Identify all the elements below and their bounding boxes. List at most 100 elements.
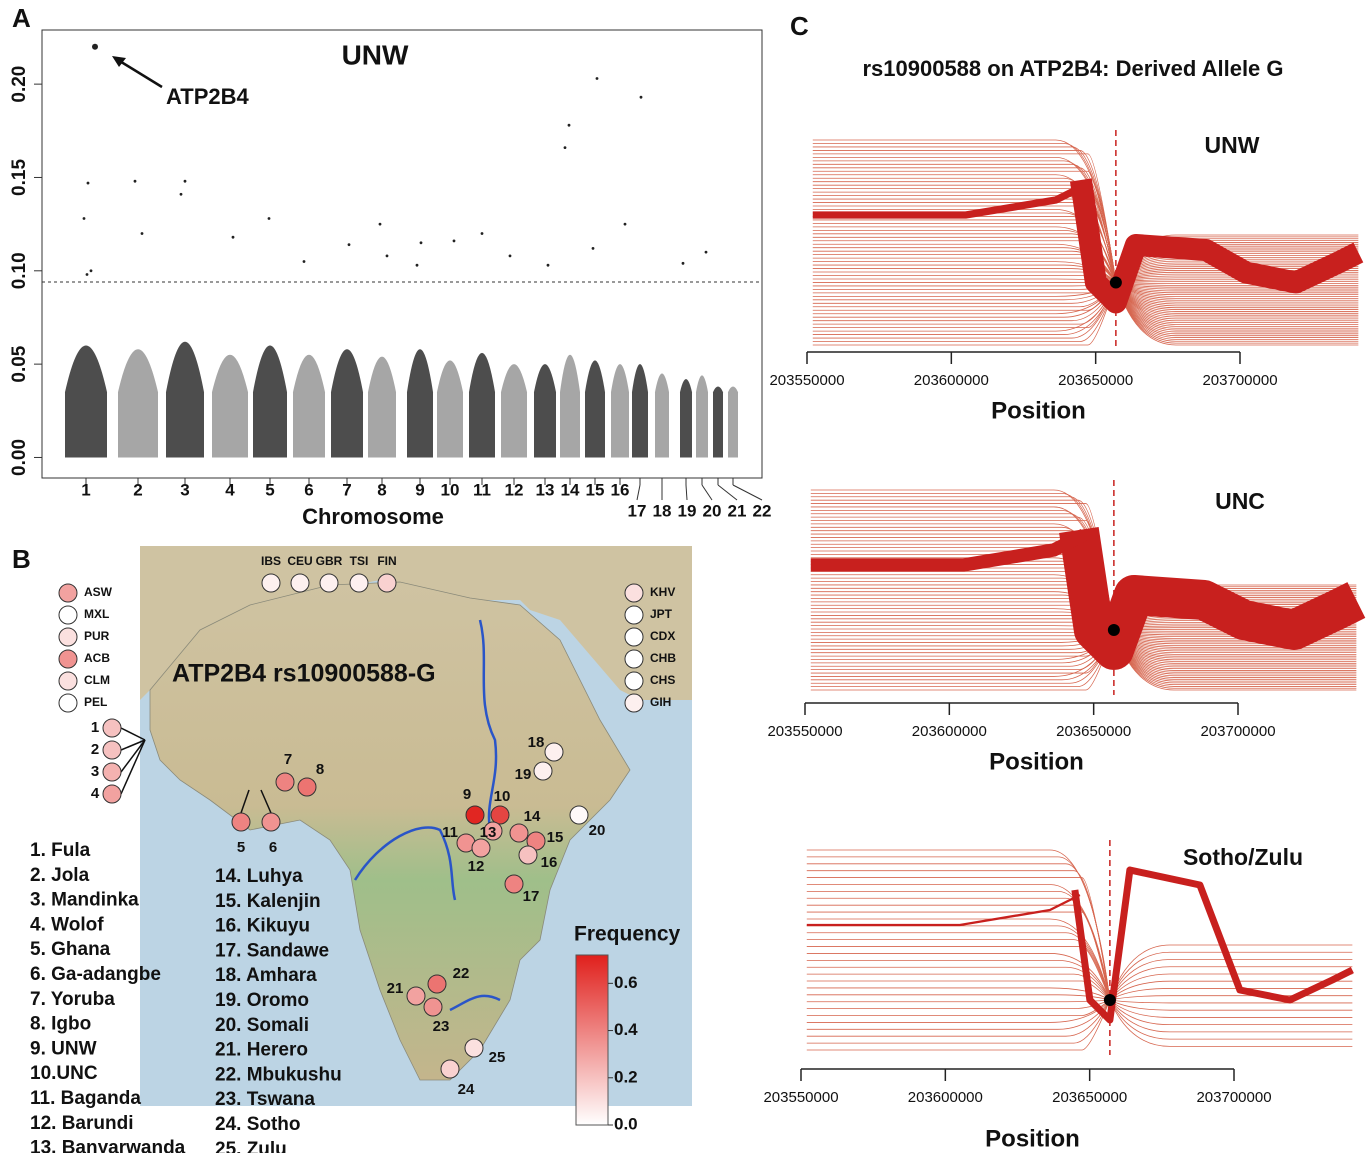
peak-point — [86, 273, 89, 276]
reference-marker — [59, 606, 77, 624]
x-tick-leader — [702, 485, 712, 500]
marker-label: 17 — [523, 888, 540, 905]
population-marker — [276, 773, 294, 791]
y-tick-label: 0.10 — [9, 252, 30, 289]
snp-dot — [1104, 994, 1116, 1006]
x-tick-label: 4 — [225, 480, 235, 499]
x-tick-label: 203550000 — [769, 372, 844, 389]
legend-item: 16. Kikuyu — [215, 916, 310, 937]
reference-label: CHS — [650, 673, 675, 687]
peak-point — [568, 124, 571, 127]
x-tick-label: 203600000 — [908, 1089, 983, 1106]
haplotype-line — [813, 283, 1116, 286]
reference-label: FIN — [377, 554, 396, 568]
population-marker — [534, 762, 552, 780]
x-tick-label: 203650000 — [1056, 723, 1131, 740]
haplotype-line — [807, 960, 1110, 1000]
haplotype-line — [807, 1000, 1110, 1050]
reference-label: KHV — [650, 585, 675, 599]
x-tick-label: 12 — [505, 480, 524, 499]
marker-label: 15 — [547, 829, 564, 846]
marker-label: 2 — [91, 741, 99, 758]
chromosome-bulk — [728, 387, 738, 458]
x-tick-label: 203550000 — [763, 1089, 838, 1106]
peak-point — [180, 193, 183, 196]
x-tick-label: 203650000 — [1052, 1089, 1127, 1106]
x-tick-label: 203650000 — [1058, 372, 1133, 389]
x-tick-leader — [637, 485, 640, 500]
marker-label: 23 — [433, 1018, 450, 1035]
chromosome-bulk — [713, 387, 723, 458]
reference-label: CDX — [650, 629, 675, 643]
chromosome-bulk — [212, 355, 248, 458]
legend-item: 12. Barundi — [30, 1113, 133, 1134]
chromosome-bulk — [407, 349, 433, 457]
reference-marker — [625, 606, 643, 624]
marker-label: 25 — [489, 1049, 506, 1066]
reference-marker — [320, 574, 338, 592]
marker-label: 4 — [91, 785, 100, 802]
haplotype-line — [811, 630, 1114, 649]
plot-title: UNW — [342, 39, 409, 70]
marker-label: 11 — [442, 824, 458, 841]
haplotype-line — [811, 630, 1114, 632]
reference-label: TSI — [350, 554, 369, 568]
x-tick-label: 7 — [342, 480, 351, 499]
haplotype-line — [811, 630, 1114, 683]
reference-marker — [59, 694, 77, 712]
haplotype-line — [813, 223, 1116, 282]
marker-label: 10 — [494, 788, 511, 805]
legend-item: 19. Oromo — [215, 990, 309, 1011]
colorbar — [576, 955, 608, 1125]
reference-label: ACB — [84, 651, 110, 665]
legend-item: 11. Baganda — [30, 1088, 141, 1109]
haplotype-line — [813, 283, 1116, 342]
colorbar-tick-label: 0.2 — [614, 1067, 638, 1086]
haplotype-line — [807, 857, 1110, 1000]
reference-label: GBR — [316, 554, 343, 568]
annotation: ATP2B4 — [166, 84, 249, 109]
haplotype-line — [811, 630, 1114, 639]
haplotype-line — [813, 272, 1116, 282]
legend-item: 3. Mandinka — [30, 890, 139, 911]
x-tick-label: 203700000 — [1196, 1089, 1271, 1106]
population-marker — [466, 806, 484, 824]
chromosome-bulk — [253, 345, 287, 457]
haplotype-line — [1110, 1000, 1352, 1039]
reference-marker — [625, 650, 643, 668]
x-tick-label: 203550000 — [767, 723, 842, 740]
plot-label: UNW — [1205, 132, 1260, 158]
haplotype-line — [807, 947, 1110, 1000]
population-marker — [465, 1039, 483, 1057]
haplotype-line — [1110, 1000, 1352, 1025]
x-tick-label: 11 — [473, 480, 491, 499]
haplotype-line — [811, 615, 1114, 630]
legend-item: 15. Kalenjin — [215, 891, 321, 912]
x-tick-leader — [718, 485, 737, 500]
population-marker — [491, 806, 509, 824]
x-tick-label: 203600000 — [912, 723, 987, 740]
peak-point — [453, 240, 456, 243]
haplotype-line — [813, 230, 1116, 282]
population-marker — [103, 741, 121, 759]
x-tick-label: 17 — [628, 501, 647, 520]
haplotype-line — [813, 216, 1116, 282]
peak-point — [596, 77, 599, 80]
population-marker — [298, 778, 316, 796]
chromosome-bulk — [696, 375, 708, 457]
peak-point — [92, 44, 98, 50]
legend-item: 5. Ghana — [30, 939, 111, 960]
peak-point — [348, 243, 351, 246]
haplotype-line — [813, 279, 1116, 283]
haplotype-line — [811, 630, 1114, 663]
haplotype-line — [811, 630, 1114, 680]
x-tick-label: 15 — [586, 480, 605, 499]
legend-item: 2. Jola — [30, 865, 90, 886]
haplotype-line — [807, 1000, 1110, 1022]
reference-label: PUR — [84, 629, 110, 643]
legend-item: 7. Yoruba — [30, 989, 115, 1010]
chromosome-bulk — [680, 379, 692, 457]
marker-label: 5 — [237, 839, 245, 856]
y-tick-label: 0.15 — [9, 159, 30, 196]
population-marker — [232, 813, 250, 831]
